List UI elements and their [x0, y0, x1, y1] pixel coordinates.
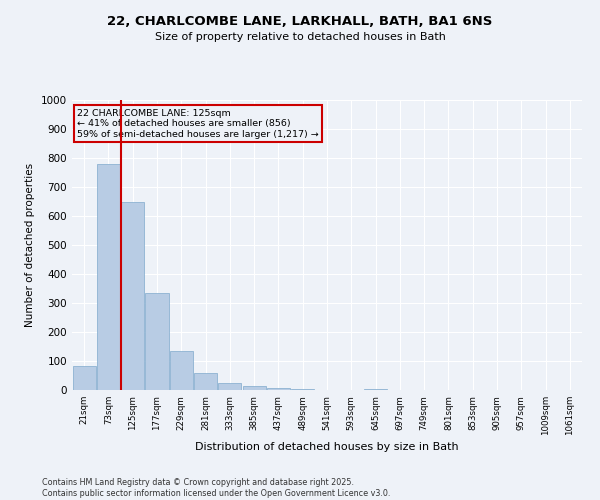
Text: Size of property relative to detached houses in Bath: Size of property relative to detached ho… [155, 32, 445, 42]
Bar [218, 383, 241, 390]
Bar [364, 388, 387, 390]
Bar [121, 202, 144, 390]
Text: Distribution of detached houses by size in Bath: Distribution of detached houses by size … [195, 442, 459, 452]
Bar [194, 373, 217, 390]
Bar [291, 389, 314, 390]
Text: Contains HM Land Registry data © Crown copyright and database right 2025.
Contai: Contains HM Land Registry data © Crown c… [42, 478, 391, 498]
Y-axis label: Number of detached properties: Number of detached properties [25, 163, 35, 327]
Text: 22 CHARLCOMBE LANE: 125sqm
← 41% of detached houses are smaller (856)
59% of sem: 22 CHARLCOMBE LANE: 125sqm ← 41% of deta… [77, 108, 319, 138]
Bar [97, 164, 120, 390]
Bar [242, 386, 266, 390]
Text: 22, CHARLCOMBE LANE, LARKHALL, BATH, BA1 6NS: 22, CHARLCOMBE LANE, LARKHALL, BATH, BA1… [107, 15, 493, 28]
Bar [73, 366, 95, 390]
Bar [145, 294, 169, 390]
Bar [267, 388, 290, 390]
Bar [170, 352, 193, 390]
